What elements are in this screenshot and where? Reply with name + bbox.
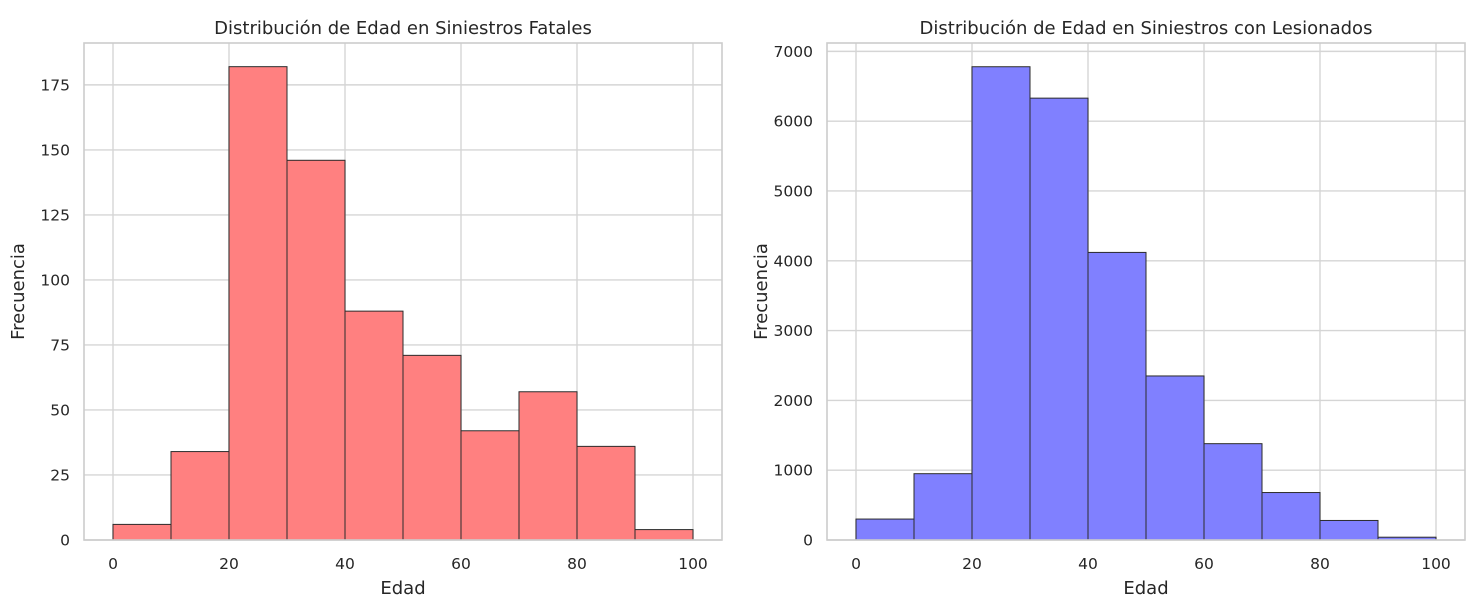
histogram-bar — [402, 354, 462, 541]
x-tick-label: 0 — [108, 555, 118, 573]
histogram-bar — [855, 518, 915, 541]
y-tick-label: 150 — [40, 141, 70, 159]
y-tick-label: 1000 — [774, 462, 813, 480]
x-tick-label: 60 — [1194, 555, 1214, 573]
x-tick-label: 40 — [1078, 555, 1098, 573]
histogram-bar — [913, 473, 973, 541]
chart-panel-fatales: 0 20 40 60 80 100 0 25 50 75 100 125 150 175 Distribuc… — [8, 18, 723, 599]
chart-title: Distribución de Edad en Siniestros con L… — [920, 18, 1373, 39]
histogram-bar — [170, 451, 230, 541]
y-tick-label: 175 — [40, 76, 70, 94]
histogram-bar — [1319, 519, 1379, 541]
histogram-bar — [460, 430, 520, 541]
chart-panel-lesionados: 0 20 40 60 80 1000100020003000400050006000700… — [751, 18, 1466, 599]
x-axis-label: Edad — [380, 578, 425, 599]
y-tick-label: 100 — [40, 271, 70, 289]
y-axis-label: Frecuencia — [8, 243, 29, 340]
histogram-bar — [634, 529, 694, 541]
x-tick-label: 60 — [451, 555, 471, 573]
x-tick-label: 100 — [1421, 555, 1451, 573]
histogram-bar — [971, 66, 1031, 541]
y-tick-label: 5000 — [774, 182, 813, 200]
y-tick-label: 0 — [60, 532, 70, 550]
y-tick-label: 6000 — [774, 113, 813, 131]
x-tick-label: 20 — [962, 555, 982, 573]
histogram-bar — [1145, 375, 1205, 541]
histogram-bar — [1203, 443, 1263, 541]
x-tick-label: 20 — [219, 555, 239, 573]
histogram-bar — [518, 391, 578, 541]
histogram-bar — [1029, 97, 1089, 541]
x-tick-label: 40 — [335, 555, 355, 573]
histogram-bar — [228, 66, 288, 541]
y-tick-label: 4000 — [774, 252, 813, 270]
histogram-bar — [576, 445, 636, 541]
histogram-bar — [112, 523, 172, 541]
y-tick-label: 75 — [50, 336, 70, 354]
y-tick-label: 50 — [50, 401, 70, 419]
y-tick-label: 7000 — [774, 43, 813, 61]
y-tick-label: 2000 — [774, 392, 813, 410]
y-axis-label: Frecuencia — [751, 243, 772, 340]
y-tick-label: 25 — [50, 466, 70, 484]
x-tick-label: 80 — [567, 555, 587, 573]
y-tick-label: 125 — [40, 206, 70, 224]
plot-frame — [83, 42, 723, 541]
chart-title: Distribución de Edad en Siniestros Fatal… — [214, 18, 592, 39]
y-tick-label: 3000 — [774, 322, 813, 340]
plot-frame — [826, 42, 1466, 541]
histogram-bar — [1087, 251, 1147, 541]
x-tick-label: 100 — [678, 555, 708, 573]
histogram-bar — [286, 159, 346, 541]
y-tick-label: 0 — [803, 532, 813, 550]
x-tick-label: 0 — [851, 555, 861, 573]
histogram-bar — [344, 310, 404, 541]
x-tick-label: 80 — [1310, 555, 1330, 573]
histogram-bar — [1261, 492, 1321, 541]
x-axis-label: Edad — [1123, 578, 1168, 599]
